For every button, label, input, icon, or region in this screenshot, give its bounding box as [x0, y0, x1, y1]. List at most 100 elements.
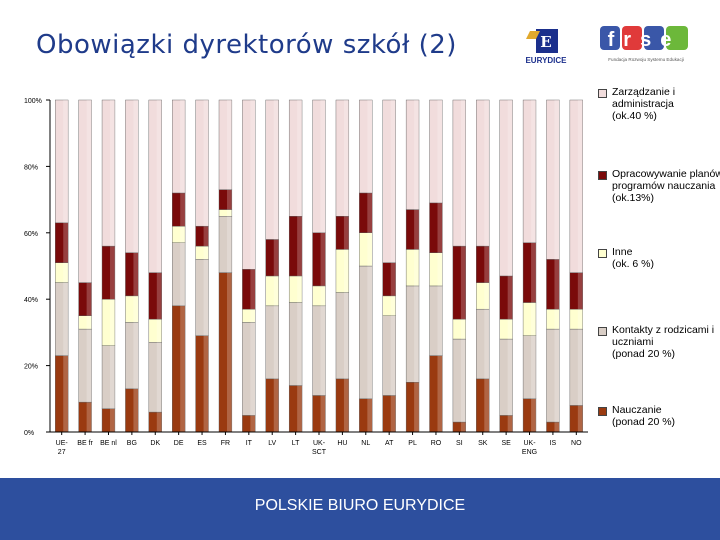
- bar-segment-shade: [390, 100, 396, 263]
- bar-segment-shade: [180, 100, 186, 193]
- bar-stack-bg: [125, 99, 139, 433]
- stacked-bar-chart: 0% 20% 40% 60% 80% 100% UE- 27 BE fr BE nl BG DK DE…: [24, 98, 588, 456]
- bar-segment-administration: [242, 99, 256, 270]
- bar-segment-shade: [63, 282, 69, 356]
- bar-segment-shade: [414, 249, 419, 286]
- bar-segment-shade: [531, 100, 536, 243]
- bar-segment-shade: [203, 259, 209, 336]
- x-tick-label: NL: [361, 440, 370, 447]
- bar-segment-shade: [110, 100, 115, 247]
- bar-segment-administration: [195, 99, 209, 227]
- bar-stack-si: [452, 99, 466, 433]
- bar-segment-shade: [577, 272, 583, 310]
- bar-segment-administration: [546, 99, 560, 260]
- bar-segment-shade: [63, 222, 69, 263]
- bar-segment-shade: [437, 355, 443, 432]
- bar-segment-administration: [125, 99, 139, 253]
- x-tick-label: SI: [456, 440, 463, 447]
- bar-segment-administration: [476, 99, 490, 247]
- bar-segment-shade: [133, 100, 139, 253]
- bar-segment-shade: [156, 100, 162, 273]
- bar-segment-shade: [320, 305, 326, 396]
- bar-stack-uk-eng: [522, 99, 537, 433]
- eurydice-logo-mark: [536, 29, 558, 53]
- frse-logo-f-block: [600, 26, 620, 50]
- bar-segment-shade: [156, 342, 162, 413]
- bar-segment-shade: [507, 100, 513, 276]
- bar-segment-shade: [343, 292, 349, 379]
- bar-stack-be-fr: [78, 99, 92, 433]
- bar-segment-shade: [390, 262, 396, 296]
- bar-segment-shade: [531, 302, 536, 336]
- bar-segment-shade: [437, 252, 443, 286]
- bar-stack-is: [546, 99, 560, 433]
- x-tick-label: UK- ENG: [522, 440, 537, 456]
- bar-segment-shade: [343, 378, 349, 432]
- x-tick-label: NO: [571, 440, 582, 447]
- x-tick-label-line: UE-: [56, 440, 69, 447]
- bar-segment-administration: [312, 99, 326, 234]
- bar-stack-at: [382, 99, 396, 433]
- bar-segment-administration: [288, 99, 303, 217]
- x-tick-label-line: IT: [246, 440, 253, 447]
- bar-segment-shade: [390, 395, 396, 432]
- bar-segment-shade: [484, 100, 490, 247]
- bar-stack-be-nl: [101, 99, 116, 433]
- legend-note: (ok. 6 %): [612, 258, 655, 270]
- x-tick-label-line: ES: [197, 440, 207, 447]
- bar-stack-lt: [288, 99, 303, 433]
- bars: [55, 99, 583, 433]
- bar-segment-shade: [226, 100, 232, 190]
- x-tick-label-line: SE: [501, 440, 511, 447]
- bar-segment-shade: [133, 295, 139, 323]
- frse-logo-text: frse: [608, 29, 681, 51]
- bar-segment-shade: [226, 216, 232, 273]
- x-tick-label-line: BE fr: [77, 440, 93, 447]
- bar-stack-no: [569, 99, 583, 433]
- bar-segment-shade: [460, 100, 466, 247]
- frse-logo-e-block: [666, 26, 688, 50]
- bar-stack-dk: [148, 99, 162, 433]
- bar-stack-lv: [265, 99, 279, 433]
- bar-segment-shade: [226, 272, 232, 432]
- y-tick-label: 20%: [24, 364, 38, 371]
- legend-item-administration: Zarządzanie i administracja (ok.40 %): [598, 86, 720, 122]
- bar-segment-shade: [507, 275, 513, 320]
- x-tick-label: BE fr: [77, 440, 93, 447]
- x-tick-label-line: BG: [127, 440, 137, 447]
- bar-segment-shade: [484, 378, 490, 432]
- bar-segment-shade: [273, 378, 279, 432]
- x-tick-label-line: FR: [221, 440, 230, 447]
- y-tick-label: 80%: [24, 164, 38, 171]
- bar-segment-shade: [86, 282, 92, 316]
- legend-note: (ponad 20 %): [612, 348, 676, 360]
- bar-segment-administration: [172, 99, 186, 194]
- frse-logo-r-block: [622, 26, 642, 50]
- bar-stack-fr: [218, 99, 233, 433]
- bar-segment-administration: [265, 99, 279, 240]
- bar-segment-shade: [156, 319, 162, 343]
- x-tick-label: BE nl: [100, 440, 117, 447]
- bar-segment-shade: [554, 309, 560, 330]
- bar-segment-shade: [577, 100, 583, 273]
- bar-segment-shade: [133, 322, 139, 389]
- frse-logo-s-block: [644, 26, 664, 50]
- bar-segment-shade: [437, 285, 443, 356]
- bar-segment-shade: [460, 422, 466, 432]
- x-tick-label: DK: [150, 440, 160, 447]
- bar-segment-shade: [507, 339, 513, 416]
- bar-stack-pl: [405, 99, 420, 433]
- x-tick-label-line: 27: [58, 449, 66, 456]
- bar-stack-nl: [359, 99, 373, 433]
- x-tick-label-line: DK: [150, 440, 160, 447]
- slide-title: Obowiązki dyrektorów szkół (2): [36, 30, 457, 60]
- footer-bar: POLSKIE BIURO EURYDICE: [0, 478, 720, 540]
- bar-segment-shade: [250, 415, 256, 432]
- legend-swatch: [598, 249, 607, 258]
- x-tick-label-line: PL: [408, 440, 417, 447]
- bar-segment-shade: [343, 100, 349, 217]
- bar-segment-shade: [226, 209, 232, 217]
- bar-segment-administration: [101, 99, 116, 247]
- eurydice-logo: E EURYDICE: [525, 29, 567, 65]
- footer-text: POLSKIE BIURO EURYDICE: [254, 497, 466, 514]
